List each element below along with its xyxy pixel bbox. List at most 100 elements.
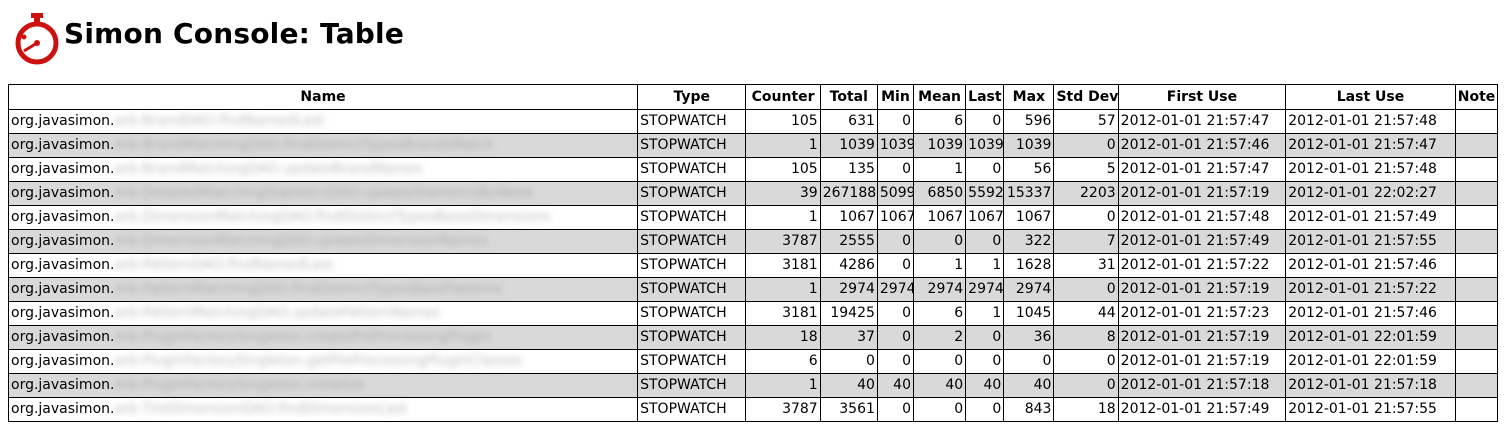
cell-name: org.javasimon.orb.BrandDAO.findNamedLast xyxy=(9,110,638,134)
column-header-first-use: First Use xyxy=(1118,85,1286,110)
cell-counter: 3181 xyxy=(746,254,820,278)
cell-note xyxy=(1455,350,1497,374)
cell-max: 843 xyxy=(1004,398,1054,422)
cell-name: org.javasimon.orb.PatternDAO.findNamedLa… xyxy=(9,254,638,278)
cell-last-use: 2012-01-01 21:57:46 xyxy=(1286,302,1456,326)
cell-note xyxy=(1455,278,1497,302)
cell-std-dev: 2203 xyxy=(1054,182,1118,206)
cell-total: 0 xyxy=(820,350,877,374)
cell-mean: 1 xyxy=(914,158,966,182)
column-header-name: Name xyxy=(9,85,638,110)
cell-mean: 1067 xyxy=(914,206,966,230)
table-row: org.javasimon.orb.PluginFactorySingleton… xyxy=(9,326,1498,350)
name-suffix-blurred: orb.BrandMatchingDAO.findDistinctTypesBr… xyxy=(114,137,494,153)
cell-last-use: 2012-01-01 21:57:18 xyxy=(1286,374,1456,398)
cell-min: 0 xyxy=(877,158,913,182)
cell-total: 1067 xyxy=(820,206,877,230)
cell-min: 5099 xyxy=(877,182,913,206)
column-header-counter: Counter xyxy=(746,85,820,110)
cell-last-use: 2012-01-01 21:57:46 xyxy=(1286,254,1456,278)
name-suffix-blurred: orb.DimensionMatchingDAO.updateDimension… xyxy=(114,233,488,249)
table-row: org.javasimon.orb.BrandMatchingDAO.findD… xyxy=(9,134,1498,158)
cell-first-use: 2012-01-01 21:57:49 xyxy=(1118,230,1286,254)
cell-total: 267188 xyxy=(820,182,877,206)
table-row: org.javasimon.orb.PatternMatchingDAO.upd… xyxy=(9,302,1498,326)
name-prefix: org.javasimon. xyxy=(11,401,114,417)
cell-last: 2974 xyxy=(966,278,1004,302)
cell-first-use: 2012-01-01 21:57:47 xyxy=(1118,110,1286,134)
cell-mean: 2974 xyxy=(914,278,966,302)
cell-last-use: 2012-01-01 22:01:59 xyxy=(1286,326,1456,350)
cell-note xyxy=(1455,158,1497,182)
cell-type: STOPWATCH xyxy=(638,158,746,182)
name-prefix: org.javasimon. xyxy=(11,377,114,393)
cell-max: 1067 xyxy=(1004,206,1054,230)
cell-max: 322 xyxy=(1004,230,1054,254)
cell-min: 0 xyxy=(877,326,913,350)
cell-total: 135 xyxy=(820,158,877,182)
cell-last: 0 xyxy=(966,158,1004,182)
cell-last: 1039 xyxy=(966,134,1004,158)
cell-max: 596 xyxy=(1004,110,1054,134)
cell-counter: 3181 xyxy=(746,302,820,326)
name-suffix-blurred: orb.PatternMatchingDAO.findDistinctTypes… xyxy=(114,281,502,297)
cell-note xyxy=(1455,182,1497,206)
column-header-last: Last xyxy=(966,85,1004,110)
name-suffix-blurred: orb.PluginFactorySingleton.getPreProcess… xyxy=(114,353,522,369)
name-prefix: org.javasimon. xyxy=(11,257,114,273)
cell-type: STOPWATCH xyxy=(638,254,746,278)
table-row: org.javasimon.orb.BrandDAO.findNamedLast… xyxy=(9,110,1498,134)
cell-min: 0 xyxy=(877,350,913,374)
cell-std-dev: 31 xyxy=(1054,254,1118,278)
cell-std-dev: 7 xyxy=(1054,230,1118,254)
column-header-last-use: Last Use xyxy=(1286,85,1456,110)
cell-last: 0 xyxy=(966,398,1004,422)
cell-max: 40 xyxy=(1004,374,1054,398)
cell-std-dev: 0 xyxy=(1054,374,1118,398)
stopwatch-logo-icon xyxy=(12,11,62,65)
cell-min: 0 xyxy=(877,302,913,326)
name-suffix-blurred: orb.PatternMatchingDAO.updatePatternName… xyxy=(114,305,439,321)
cell-min: 1067 xyxy=(877,206,913,230)
cell-note xyxy=(1455,302,1497,326)
cell-note xyxy=(1455,398,1497,422)
table-header-row: Name Type Counter Total Min Mean Last Max Std De… xyxy=(9,85,1498,110)
cell-max: 1628 xyxy=(1004,254,1054,278)
cell-total: 3561 xyxy=(820,398,877,422)
cell-name: org.javasimon.orb.PluginFactorySingleton… xyxy=(9,350,638,374)
cell-type: STOPWATCH xyxy=(638,182,746,206)
cell-last: 0 xyxy=(966,350,1004,374)
cell-type: STOPWATCH xyxy=(638,230,746,254)
table-row: org.javasimon.orb.PatternMatchingDAO.fin… xyxy=(9,278,1498,302)
cell-last: 0 xyxy=(966,230,1004,254)
cell-total: 4286 xyxy=(820,254,877,278)
cell-counter: 18 xyxy=(746,326,820,350)
cell-first-use: 2012-01-01 21:57:47 xyxy=(1118,158,1286,182)
cell-min: 0 xyxy=(877,230,913,254)
cell-mean: 0 xyxy=(914,230,966,254)
cell-last: 0 xyxy=(966,110,1004,134)
cell-type: STOPWATCH xyxy=(638,134,746,158)
cell-min: 40 xyxy=(877,374,913,398)
column-header-mean: Mean xyxy=(914,85,966,110)
cell-name: org.javasimon.orb.PatternMatchingDAO.fin… xyxy=(9,278,638,302)
name-prefix: org.javasimon. xyxy=(11,161,114,177)
cell-total: 2974 xyxy=(820,278,877,302)
cell-std-dev: 8 xyxy=(1054,326,1118,350)
table-row: org.javasimon.orb.PatternDAO.findNamedLa… xyxy=(9,254,1498,278)
cell-mean: 2 xyxy=(914,326,966,350)
cell-mean: 0 xyxy=(914,350,966,374)
cell-first-use: 2012-01-01 21:57:19 xyxy=(1118,350,1286,374)
cell-note xyxy=(1455,230,1497,254)
column-header-max: Max xyxy=(1004,85,1054,110)
cell-first-use: 2012-01-01 21:57:49 xyxy=(1118,398,1286,422)
name-suffix-blurred: orb.PluginFactorySingleton.initialize xyxy=(114,377,364,393)
cell-last-use: 2012-01-01 21:57:49 xyxy=(1286,206,1456,230)
cell-type: STOPWATCH xyxy=(638,350,746,374)
cell-counter: 105 xyxy=(746,158,820,182)
cell-counter: 39 xyxy=(746,182,820,206)
cell-counter: 105 xyxy=(746,110,820,134)
cell-counter: 1 xyxy=(746,374,820,398)
cell-max: 1045 xyxy=(1004,302,1054,326)
cell-last: 40 xyxy=(966,374,1004,398)
